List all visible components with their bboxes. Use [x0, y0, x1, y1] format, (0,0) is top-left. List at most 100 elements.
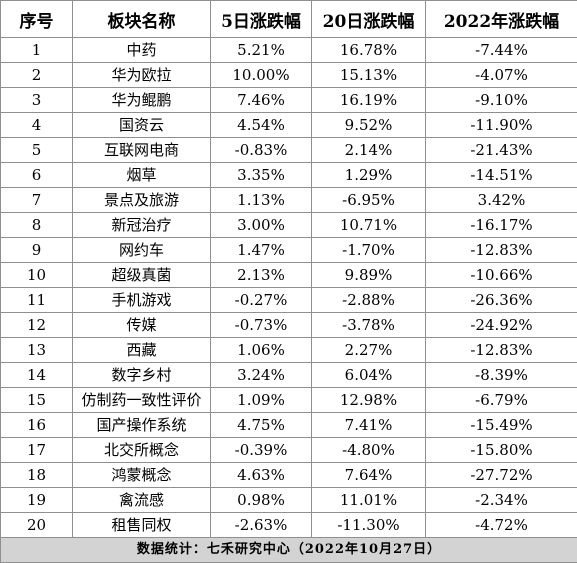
- cell-5day-change: 2.13%: [211, 263, 312, 288]
- cell-ytd-change: -16.17%: [426, 213, 577, 238]
- cell-5day-change: 4.63%: [211, 463, 312, 488]
- cell-5day-change: 10.00%: [211, 63, 312, 88]
- cell-sector-name: 租售同权: [73, 513, 211, 538]
- cell-20day-change: 2.14%: [312, 138, 426, 163]
- cell-index: 2: [1, 63, 73, 88]
- header-20day-change: 20日涨跌幅: [312, 1, 426, 38]
- cell-20day-change: -6.95%: [312, 188, 426, 213]
- cell-index: 5: [1, 138, 73, 163]
- cell-index: 9: [1, 238, 73, 263]
- cell-index: 20: [1, 513, 73, 538]
- cell-5day-change: -0.39%: [211, 438, 312, 463]
- cell-index: 6: [1, 163, 73, 188]
- cell-20day-change: 16.19%: [312, 88, 426, 113]
- cell-ytd-change: -26.36%: [426, 288, 577, 313]
- cell-index: 16: [1, 413, 73, 438]
- cell-20day-change: 7.41%: [312, 413, 426, 438]
- cell-5day-change: 1.09%: [211, 388, 312, 413]
- cell-sector-name: 西藏: [73, 338, 211, 363]
- cell-sector-name: 仿制药一致性评价: [73, 388, 211, 413]
- cell-index: 8: [1, 213, 73, 238]
- cell-20day-change: 9.89%: [312, 263, 426, 288]
- cell-20day-change: 6.04%: [312, 363, 426, 388]
- cell-5day-change: 1.47%: [211, 238, 312, 263]
- cell-5day-change: -0.27%: [211, 288, 312, 313]
- cell-index: 14: [1, 363, 73, 388]
- cell-ytd-change: -14.51%: [426, 163, 577, 188]
- cell-20day-change: 1.29%: [312, 163, 426, 188]
- cell-20day-change: 10.71%: [312, 213, 426, 238]
- cell-ytd-change: -7.44%: [426, 38, 577, 63]
- cell-5day-change: 5.21%: [211, 38, 312, 63]
- cell-index: 18: [1, 463, 73, 488]
- cell-sector-name: 新冠治疗: [73, 213, 211, 238]
- cell-5day-change: -0.73%: [211, 313, 312, 338]
- cell-20day-change: -1.70%: [312, 238, 426, 263]
- cell-ytd-change: -15.80%: [426, 438, 577, 463]
- cell-ytd-change: -24.92%: [426, 313, 577, 338]
- cell-sector-name: 禽流感: [73, 488, 211, 513]
- cell-sector-name: 华为欧拉: [73, 63, 211, 88]
- cell-sector-name: 互联网电商: [73, 138, 211, 163]
- cell-sector-name: 景点及旅游: [73, 188, 211, 213]
- footer-row: 数据统计：七禾研究中心（2022年10月27日）: [1, 538, 577, 563]
- cell-20day-change: 15.13%: [312, 63, 426, 88]
- cell-ytd-change: -8.39%: [426, 363, 577, 388]
- cell-5day-change: 1.13%: [211, 188, 312, 213]
- cell-20day-change: 2.27%: [312, 338, 426, 363]
- cell-sector-name: 烟草: [73, 163, 211, 188]
- header-sector-name: 板块名称: [73, 1, 211, 38]
- cell-5day-change: 7.46%: [211, 88, 312, 113]
- cell-5day-change: 3.00%: [211, 213, 312, 238]
- cell-ytd-change: 3.42%: [426, 188, 577, 213]
- cell-ytd-change: -15.49%: [426, 413, 577, 438]
- cell-index: 13: [1, 338, 73, 363]
- cell-5day-change: -2.63%: [211, 513, 312, 538]
- cell-sector-name: 鸿蒙概念: [73, 463, 211, 488]
- cell-index: 11: [1, 288, 73, 313]
- cell-20day-change: -3.78%: [312, 313, 426, 338]
- cell-ytd-change: -6.79%: [426, 388, 577, 413]
- cell-sector-name: 传媒: [73, 313, 211, 338]
- cell-ytd-change: -12.83%: [426, 338, 577, 363]
- cell-20day-change: 12.98%: [312, 388, 426, 413]
- cell-sector-name: 超级真菌: [73, 263, 211, 288]
- cell-sector-name: 网约车: [73, 238, 211, 263]
- cell-index: 7: [1, 188, 73, 213]
- source-note: 数据统计：七禾研究中心（2022年10月27日）: [1, 538, 577, 563]
- cell-index: 3: [1, 88, 73, 113]
- cell-5day-change: 0.98%: [211, 488, 312, 513]
- cell-ytd-change: -10.66%: [426, 263, 577, 288]
- cell-sector-name: 华为鲲鹏: [73, 88, 211, 113]
- cell-5day-change: 4.75%: [211, 413, 312, 438]
- cell-sector-name: 北交所概念: [73, 438, 211, 463]
- cell-20day-change: 16.78%: [312, 38, 426, 63]
- cell-index: 12: [1, 313, 73, 338]
- cell-ytd-change: -12.83%: [426, 238, 577, 263]
- cell-sector-name: 国产操作系统: [73, 413, 211, 438]
- cell-20day-change: 7.64%: [312, 463, 426, 488]
- cell-20day-change: -4.80%: [312, 438, 426, 463]
- header-row: 序号 板块名称 5日涨跌幅 20日涨跌幅 2022年涨跌幅: [1, 1, 577, 38]
- cell-20day-change: 9.52%: [312, 113, 426, 138]
- cell-ytd-change: -2.34%: [426, 488, 577, 513]
- cell-20day-change: 11.01%: [312, 488, 426, 513]
- cell-index: 17: [1, 438, 73, 463]
- cell-sector-name: 国资云: [73, 113, 211, 138]
- header-ytd-change: 2022年涨跌幅: [426, 1, 577, 38]
